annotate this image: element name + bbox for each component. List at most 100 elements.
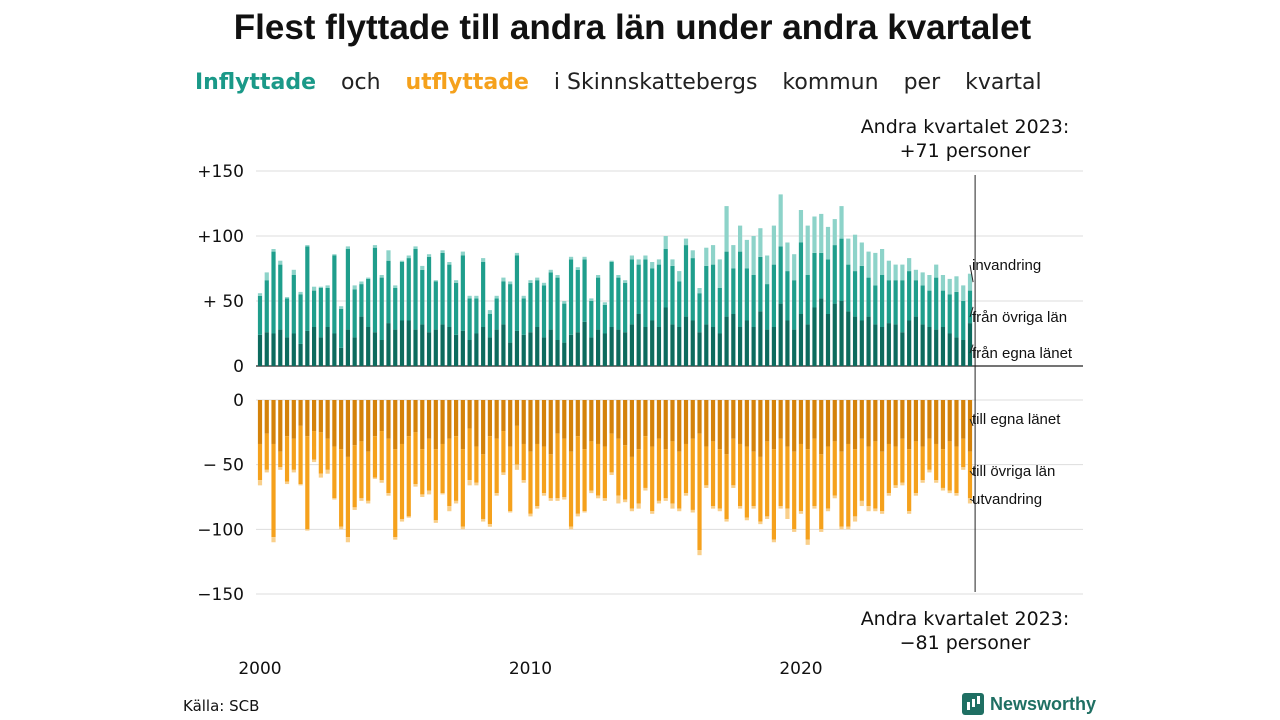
bar-segment <box>852 516 858 522</box>
bar-segment <box>426 254 432 257</box>
bar-segment <box>548 329 553 366</box>
bar-segment <box>717 400 722 450</box>
newsworthy-logo-icon <box>962 693 984 715</box>
bar-segment <box>453 436 459 501</box>
bar-segment <box>663 307 668 366</box>
bar-segment <box>683 493 689 496</box>
bar-segment <box>967 451 973 499</box>
bar-segment <box>792 254 797 281</box>
bar-segment <box>670 259 675 266</box>
bar-segment <box>433 329 438 366</box>
bar-segment <box>508 281 513 285</box>
bar-segment <box>332 254 337 256</box>
bar-segment <box>298 425 303 485</box>
bar-segment <box>852 400 858 450</box>
bar-segment <box>886 400 891 444</box>
bar-segment <box>271 400 276 444</box>
bar-segment <box>481 258 486 262</box>
bar-segment <box>332 400 337 447</box>
bar-segment <box>305 330 310 366</box>
bar-segment <box>386 493 391 496</box>
y-tick-label: + 50 <box>203 292 244 312</box>
bar-segment <box>372 400 378 437</box>
bar-segment <box>616 495 621 504</box>
bar-segment <box>704 485 709 488</box>
bar-segment <box>900 482 905 486</box>
bar-segment <box>359 316 364 366</box>
bar-segment <box>778 438 783 507</box>
bar-segment <box>284 481 290 485</box>
bar-segment <box>717 449 722 509</box>
bar-segment <box>528 280 533 283</box>
bar-segment <box>663 498 668 501</box>
bar-segment <box>616 400 621 439</box>
bar-segment <box>582 256 587 260</box>
bar-segment <box>339 347 344 366</box>
bar-segment <box>541 400 547 447</box>
bar-segment <box>298 343 303 366</box>
bar-segment <box>453 400 459 437</box>
bar-segment <box>961 400 966 439</box>
bar-segment <box>271 537 276 543</box>
bar-segment <box>744 268 749 321</box>
subtitle-rest-1: i Skinnskattebergs <box>553 70 758 95</box>
bar-segment <box>386 323 391 366</box>
bar-segment <box>548 498 553 501</box>
bar-segment <box>595 275 601 278</box>
bar-segment <box>643 400 648 437</box>
bar-segment <box>521 295 526 299</box>
bar-segment <box>514 400 520 426</box>
bar-segment <box>602 302 607 305</box>
bar-segment <box>440 493 445 495</box>
bar-segment <box>724 454 729 519</box>
bar-segment <box>636 314 641 366</box>
bar-segment <box>555 277 560 340</box>
bar-segment <box>271 251 276 334</box>
bar-segment <box>372 477 378 479</box>
bar-segment <box>616 329 621 366</box>
bar-segment <box>934 277 939 330</box>
bar-segment <box>839 526 844 530</box>
bar-segment <box>514 252 520 256</box>
bar-segment <box>413 484 418 487</box>
bar-segment <box>528 282 533 333</box>
series-leader-line <box>969 498 974 502</box>
bar-segment <box>907 449 912 512</box>
bar-segment <box>900 280 905 333</box>
bar-segment <box>393 400 398 450</box>
bar-segment <box>710 245 716 265</box>
bar-segment <box>852 316 858 366</box>
bar-segment <box>819 252 824 299</box>
bar-segment <box>934 264 939 278</box>
bar-segment <box>859 320 864 366</box>
bar-segment <box>683 238 689 246</box>
bar-segment <box>947 278 952 295</box>
bar-segment <box>866 446 871 507</box>
bar-segment <box>298 291 303 295</box>
bar-segment <box>487 400 493 437</box>
bar-segment <box>771 264 777 327</box>
bar-segment <box>467 428 472 481</box>
bar-segment <box>785 320 790 366</box>
bar-segment <box>339 308 344 348</box>
bar-segment <box>717 259 722 288</box>
bar-segment <box>934 400 939 444</box>
bar-segment <box>487 524 493 527</box>
bar-segment <box>426 400 432 439</box>
bar-segment <box>393 449 398 538</box>
annotation-top-line1: Andra kvartalet 2023: <box>860 116 1070 138</box>
bar-segment <box>778 303 783 366</box>
bar-segment <box>967 498 973 504</box>
bar-segment <box>900 400 905 439</box>
bar-segment <box>453 280 459 283</box>
bar-segment <box>710 327 716 366</box>
bar-segment <box>873 441 878 509</box>
bar-segment <box>589 490 594 494</box>
bar-segment <box>433 449 438 521</box>
bar-segment <box>298 294 303 344</box>
bar-segment <box>825 446 831 509</box>
bar-segment <box>352 507 357 510</box>
bar-segment <box>724 518 729 522</box>
bar-segment <box>359 498 364 501</box>
bar-segment <box>284 337 290 366</box>
